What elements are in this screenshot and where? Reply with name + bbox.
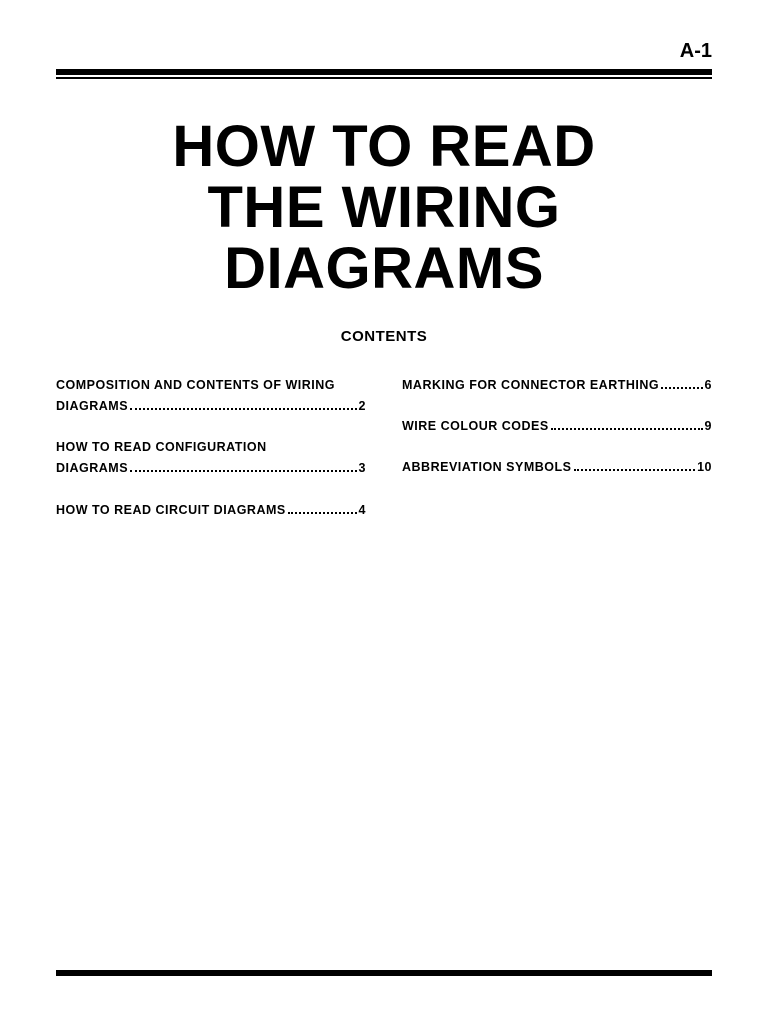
toc-entry-text: WIRE COLOUR CODES xyxy=(402,416,549,437)
toc-dots xyxy=(288,512,357,514)
toc-entry-text: DIAGRAMS xyxy=(56,396,128,417)
toc-entry: COMPOSITION AND CONTENTS OF WIRING DIAGR… xyxy=(56,375,366,418)
toc-entry-page: 2 xyxy=(359,396,366,417)
title-line-2: THE WIRING xyxy=(208,175,561,240)
toc-entry-line1: WIRE COLOUR CODES 9 xyxy=(402,416,712,437)
toc-entry: HOW TO READ CONFIGURATION DIAGRAMS 3 xyxy=(56,437,366,480)
toc-right-column: MARKING FOR CONNECTOR EARTHING 6 WIRE CO… xyxy=(402,375,712,541)
toc-entry-line1: HOW TO READ CIRCUIT DIAGRAMS 4 xyxy=(56,500,366,521)
toc-entry-text: HOW TO READ CIRCUIT DIAGRAMS xyxy=(56,500,286,521)
toc-dots xyxy=(130,408,356,410)
toc-entry-line1: HOW TO READ CONFIGURATION xyxy=(56,437,366,458)
page-title: HOW TO READ THE WIRING DIAGRAMS xyxy=(56,117,712,300)
toc-entry-page: 4 xyxy=(359,500,366,521)
title-line-3: DIAGRAMS xyxy=(224,236,544,301)
toc-dots xyxy=(551,428,703,430)
toc-entry: WIRE COLOUR CODES 9 xyxy=(402,416,712,437)
toc-entry: ABBREVIATION SYMBOLS 10 xyxy=(402,457,712,478)
toc-entry-text: MARKING FOR CONNECTOR EARTHING xyxy=(402,375,659,396)
toc-entry-line1: COMPOSITION AND CONTENTS OF WIRING xyxy=(56,375,366,396)
top-rule-thick xyxy=(56,69,712,75)
toc-entry-page: 3 xyxy=(359,458,366,479)
toc-entry-text: DIAGRAMS xyxy=(56,458,128,479)
page-number: A-1 xyxy=(56,40,712,63)
toc-entry: MARKING FOR CONNECTOR EARTHING 6 xyxy=(402,375,712,396)
toc-left-column: COMPOSITION AND CONTENTS OF WIRING DIAGR… xyxy=(56,375,366,541)
toc-entry-line2: DIAGRAMS 3 xyxy=(56,458,366,479)
toc-entry-text: ABBREVIATION SYMBOLS xyxy=(402,457,572,478)
contents-heading: CONTENTS xyxy=(56,328,712,345)
toc-entry-line1: MARKING FOR CONNECTOR EARTHING 6 xyxy=(402,375,712,396)
bottom-rule xyxy=(56,970,712,976)
title-line-1: HOW TO READ xyxy=(172,114,595,179)
toc-entry-line2: DIAGRAMS 2 xyxy=(56,396,366,417)
toc-entry: HOW TO READ CIRCUIT DIAGRAMS 4 xyxy=(56,500,366,521)
toc-entry-line1: ABBREVIATION SYMBOLS 10 xyxy=(402,457,712,478)
toc-entry-page: 9 xyxy=(705,416,712,437)
page: A-1 HOW TO READ THE WIRING DIAGRAMS CONT… xyxy=(0,0,768,1024)
table-of-contents: COMPOSITION AND CONTENTS OF WIRING DIAGR… xyxy=(56,375,712,541)
toc-entry-page: 10 xyxy=(697,457,712,478)
toc-dots xyxy=(661,387,702,389)
toc-dots xyxy=(574,469,696,471)
toc-entry-page: 6 xyxy=(705,375,712,396)
top-rule-thin xyxy=(56,77,712,79)
toc-dots xyxy=(130,470,356,472)
